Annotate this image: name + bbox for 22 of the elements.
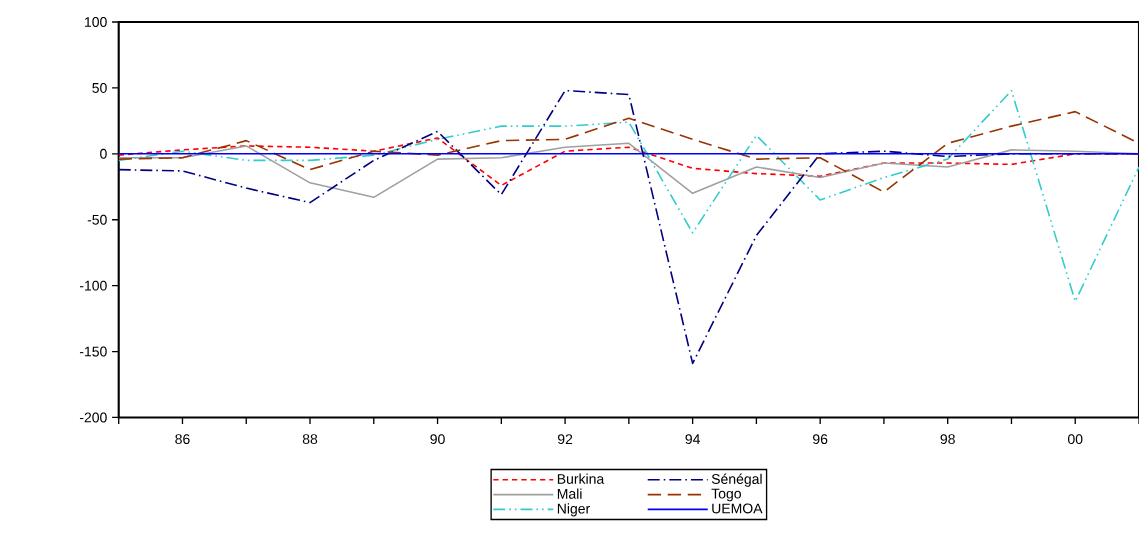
y-tick-label: -100 bbox=[79, 280, 107, 291]
x-tick-label: 92 bbox=[557, 434, 573, 445]
legend-label: Niger bbox=[557, 503, 590, 517]
y-tick-label: -200 bbox=[79, 412, 107, 423]
y-tick-label: -150 bbox=[79, 346, 107, 357]
legend-label: Mali bbox=[557, 488, 582, 499]
legend-label: Sénégal bbox=[711, 473, 762, 487]
y-tick-label: -50 bbox=[87, 214, 107, 225]
legend-label: Togo bbox=[711, 488, 741, 502]
line-series bbox=[118, 89, 1139, 303]
y-tick-label: 100 bbox=[85, 16, 107, 27]
legend-label: Burkina bbox=[557, 473, 605, 484]
x-tick-label: 88 bbox=[302, 434, 318, 445]
x-tick-label: 90 bbox=[430, 434, 445, 445]
x-tick-label: 86 bbox=[175, 434, 190, 445]
x-tick-label: 98 bbox=[940, 434, 955, 445]
legend-label: UEMOA bbox=[712, 503, 763, 514]
y-tick-label: 50 bbox=[92, 82, 107, 93]
y-tick-label: 0 bbox=[100, 148, 107, 159]
x-tick-label: 00 bbox=[1067, 434, 1083, 445]
x-tick-label: 96 bbox=[813, 434, 828, 445]
x-tick-label: 94 bbox=[685, 434, 700, 445]
